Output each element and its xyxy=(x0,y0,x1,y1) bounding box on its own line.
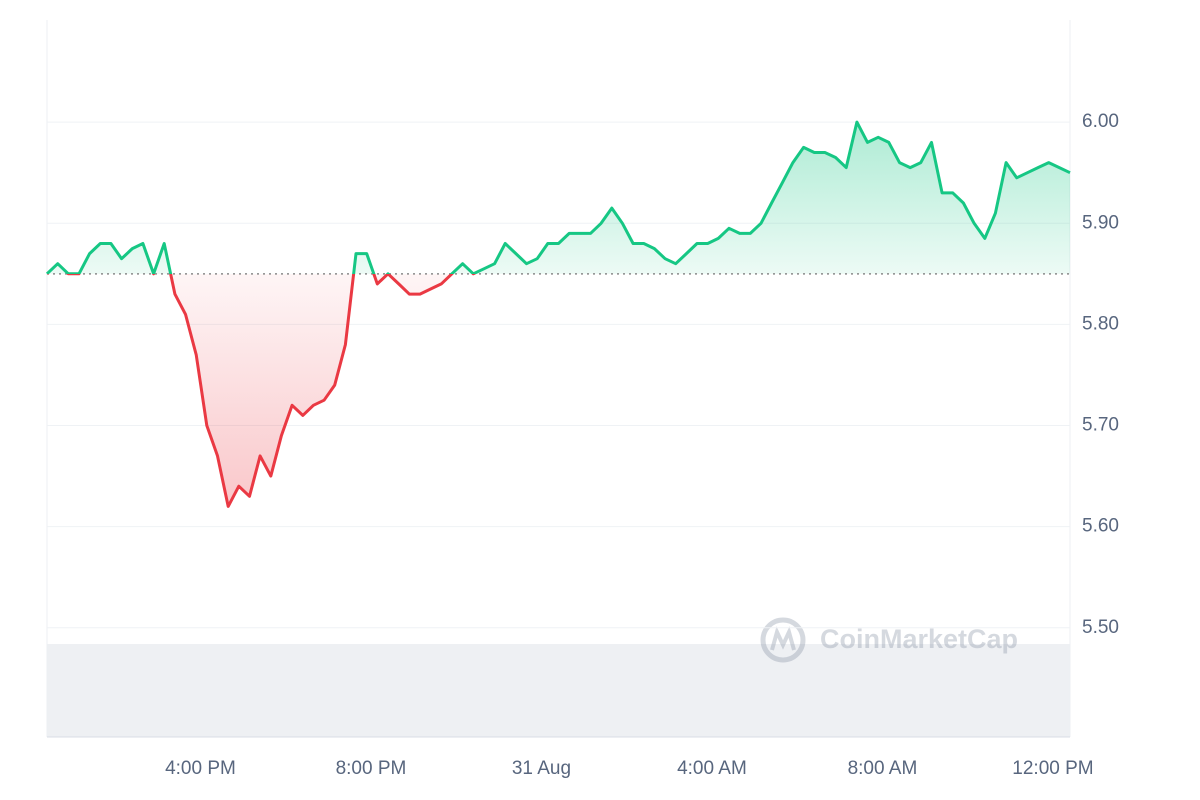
price-area xyxy=(47,122,1070,507)
y-tick-label: 5.70 xyxy=(1082,415,1119,436)
y-tick-label: 5.50 xyxy=(1082,617,1119,638)
x-tick-label: 31 Aug xyxy=(512,758,571,779)
watermark-logo xyxy=(760,617,806,663)
x-tick-label: 12:00 PM xyxy=(1012,758,1093,779)
y-tick-label: 5.90 xyxy=(1082,212,1119,233)
watermark: CoinMarketCap xyxy=(760,617,1018,663)
x-tick-label: 8:00 AM xyxy=(848,758,918,779)
x-tick-label: 8:00 PM xyxy=(336,758,407,779)
watermark-logo xyxy=(770,626,796,651)
watermark-text: CoinMarketCap xyxy=(820,624,1018,654)
y-tick-label: 6.00 xyxy=(1082,111,1119,132)
y-tick-label: 5.80 xyxy=(1082,313,1119,334)
x-tick-label: 4:00 AM xyxy=(677,758,747,779)
volume-area xyxy=(47,644,1070,737)
price-line xyxy=(45,120,1071,508)
x-tick-label: 4:00 PM xyxy=(165,758,236,779)
y-tick-label: 5.60 xyxy=(1082,516,1119,537)
